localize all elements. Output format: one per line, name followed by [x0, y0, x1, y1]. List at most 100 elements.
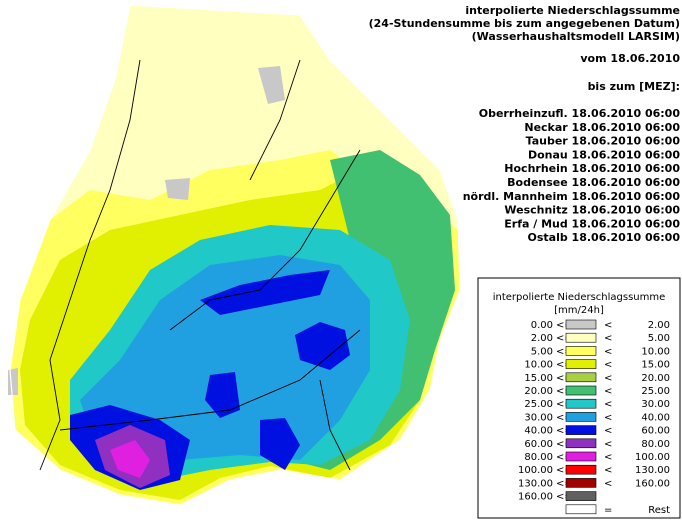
title-line: (Wasserhaushaltsmodell LARSIM) — [472, 30, 680, 43]
legend-low: 130.00 — [518, 478, 553, 489]
legend-high: Rest — [648, 505, 670, 516]
legend-high: 10.00 — [641, 346, 670, 357]
basin-time: Ostalb 18.06.2010 06:00 — [528, 231, 681, 244]
legend-op: <= — [556, 320, 573, 331]
legend-swatch — [565, 464, 597, 475]
precipitation-map — [8, 4, 461, 506]
legend-low: 80.00 — [524, 452, 553, 463]
map-region — [200, 270, 330, 315]
legend-high: 130.00 — [635, 465, 670, 476]
legend-op: <= — [556, 492, 573, 503]
legend-high: 30.00 — [641, 399, 670, 410]
legend-swatch — [565, 398, 597, 409]
basin-time: Neckar 18.06.2010 06:00 — [524, 121, 680, 134]
legend-swatch — [565, 332, 597, 343]
map-region — [205, 372, 240, 418]
legend-op: = — [604, 505, 612, 516]
legend-low: 25.00 — [524, 399, 553, 410]
legend-op: < — [604, 465, 612, 476]
legend-swatch — [565, 491, 597, 501]
legend-op: <= — [556, 333, 573, 344]
legend-low: 40.00 — [524, 426, 553, 437]
basin-time: Donau 18.06.2010 06:00 — [528, 148, 680, 161]
legend-low: 2.00 — [531, 333, 553, 344]
legend-swatch — [565, 372, 597, 383]
legend-swatch — [565, 478, 597, 488]
legend-op: <= — [556, 346, 573, 357]
legend-low: 20.00 — [524, 386, 553, 397]
legend-unit: [mm/24h] — [554, 305, 604, 316]
legend-op: < — [604, 333, 612, 344]
legend-op: < — [604, 439, 612, 450]
legend-low: 60.00 — [524, 439, 553, 450]
legend-swatch — [565, 504, 597, 515]
legend-high: 20.00 — [641, 373, 670, 384]
info-text: interpolierte Niederschlagssumme(24-Stun… — [369, 4, 681, 244]
legend-op: <= — [556, 478, 573, 489]
legend-swatch — [565, 425, 597, 435]
legend-op: < — [604, 346, 612, 357]
legend-op: < — [604, 320, 612, 331]
legend-box — [477, 277, 681, 519]
legend-swatch — [565, 359, 597, 369]
map-region — [110, 440, 150, 478]
legend-op: <= — [556, 412, 573, 423]
legend-op: < — [604, 360, 612, 371]
map-region — [295, 322, 350, 370]
legend-op: < — [604, 399, 612, 410]
legend: interpolierte Niederschlagssumme [mm/24h]… — [493, 292, 670, 516]
legend-high: 25.00 — [641, 386, 670, 397]
legend-high: 100.00 — [635, 452, 670, 463]
legend-title: interpolierte Niederschlagssumme — [493, 292, 666, 303]
basin-time: Oberrheinzufl. 18.06.2010 06:00 — [479, 107, 681, 120]
legend-high: 80.00 — [641, 439, 670, 450]
legend-op: <= — [556, 452, 573, 463]
legend-low: 100.00 — [518, 465, 553, 476]
title-line: interpolierte Niederschlagssumme — [465, 4, 680, 17]
legend-op: <= — [556, 373, 573, 384]
legend-high: 160.00 — [635, 478, 670, 489]
legend-swatch — [565, 412, 597, 422]
basin-time: Bodensee 18.06.2010 06:00 — [507, 176, 680, 189]
legend-high: 2.00 — [648, 320, 670, 331]
legend-swatch — [565, 438, 597, 449]
basin-time: Hochrhein 18.06.2010 06:00 — [504, 162, 680, 175]
map-region — [80, 255, 370, 460]
basin-time: nördl. Mannheim 18.06.2010 06:00 — [463, 190, 681, 203]
legend-op: < — [604, 426, 612, 437]
date-until: bis zum [MEZ]: — [588, 80, 680, 93]
legend-low: 5.00 — [531, 346, 553, 357]
title-line: (24-Stundensumme bis zum angegebenen Dat… — [369, 17, 680, 30]
legend-high: 60.00 — [641, 426, 670, 437]
map-region — [260, 418, 300, 470]
river — [39, 59, 361, 471]
border — [9, 4, 461, 506]
legend-high: 40.00 — [641, 412, 670, 423]
legend-swatch — [565, 451, 597, 462]
legend-high: 5.00 — [648, 333, 670, 344]
legend-op: <= — [556, 439, 573, 450]
legend-swatch — [565, 346, 597, 356]
legend-op: <= — [556, 465, 573, 476]
legend-swatch — [565, 385, 597, 396]
legend-low: 160.00 — [518, 492, 553, 503]
basin-time: Tauber 18.06.2010 06:00 — [526, 135, 681, 148]
legend-low: 0.00 — [531, 320, 553, 331]
legend-op: < — [604, 478, 612, 489]
basin-time: Weschnitz 18.06.2010 06:00 — [504, 204, 680, 217]
date-from: vom 18.06.2010 — [580, 52, 680, 65]
legend-op: < — [604, 452, 612, 463]
legend-op: < — [604, 386, 612, 397]
legend-op: <= — [556, 399, 573, 410]
legend-op: <= — [556, 386, 573, 397]
legend-low: 10.00 — [524, 360, 553, 371]
legend-swatch — [565, 319, 597, 330]
legend-low: 15.00 — [524, 373, 553, 384]
legend-op: < — [604, 412, 612, 423]
legend-high: 15.00 — [641, 360, 670, 371]
basin-time: Erfa / Mud 18.06.2010 06:00 — [504, 217, 680, 230]
legend-op: <= — [556, 426, 573, 437]
legend-op: < — [604, 373, 612, 384]
legend-op: <= — [556, 360, 573, 371]
